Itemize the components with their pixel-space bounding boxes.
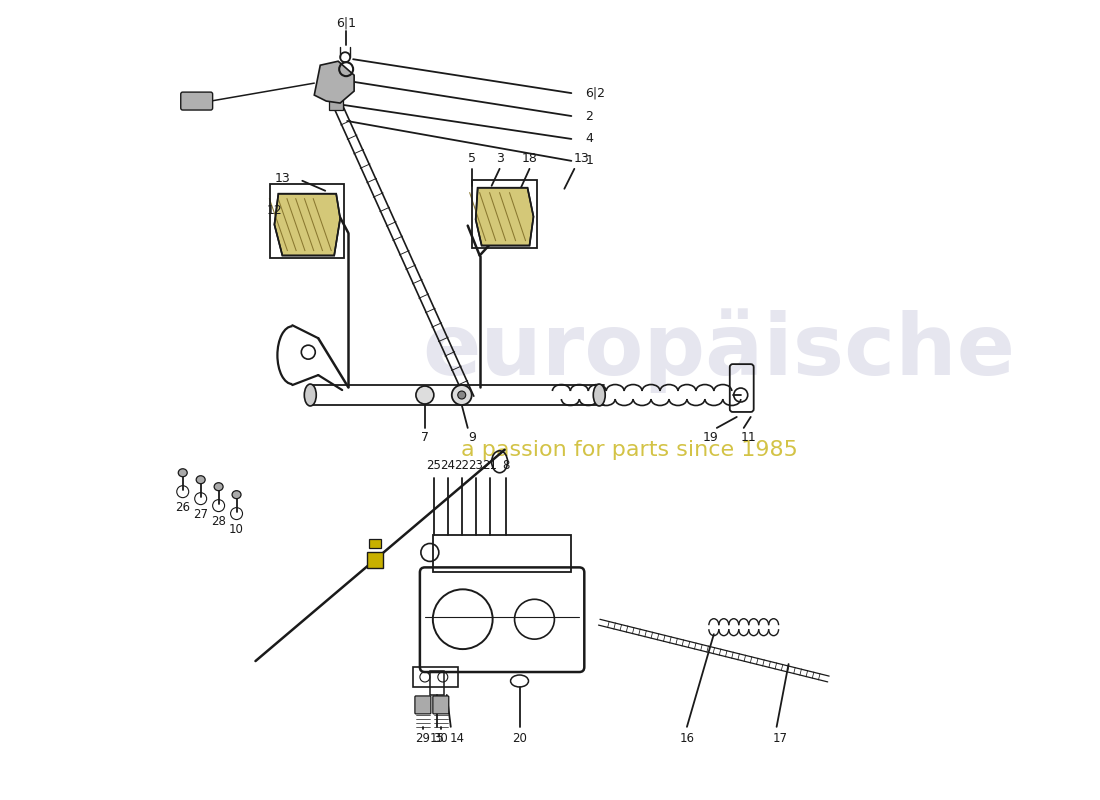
Text: 14: 14 [449,732,464,746]
Bar [370,538,381,548]
Bar [432,534,571,572]
Text: 10: 10 [229,523,244,536]
Ellipse shape [593,384,605,406]
Text: 19: 19 [703,431,718,444]
Text: 12: 12 [266,204,283,217]
Text: 24: 24 [440,459,455,472]
FancyBboxPatch shape [180,92,212,110]
Ellipse shape [232,490,241,498]
Text: 23: 23 [469,459,483,472]
Text: 21: 21 [482,459,497,472]
Text: 17: 17 [773,732,788,746]
Ellipse shape [196,476,206,484]
Text: 5: 5 [468,152,475,166]
Text: 26: 26 [175,501,190,514]
Polygon shape [475,188,534,246]
Text: 15: 15 [429,732,444,746]
Text: 13: 13 [573,152,590,166]
Circle shape [416,386,433,404]
Circle shape [452,385,472,405]
Bar [430,671,443,695]
Text: 18: 18 [521,152,538,166]
Text: 6|2: 6|2 [585,86,605,99]
Text: 25: 25 [427,459,441,472]
Text: 20: 20 [513,732,527,746]
Ellipse shape [214,482,223,490]
Text: a passion for parts since 1985: a passion for parts since 1985 [461,440,798,460]
Text: 11: 11 [740,431,757,444]
Ellipse shape [305,384,317,406]
Text: 29: 29 [416,732,430,746]
Text: 7: 7 [421,431,429,444]
Polygon shape [274,194,340,255]
FancyBboxPatch shape [415,696,431,714]
Text: 3: 3 [496,152,504,166]
Text: 27: 27 [194,508,208,521]
Text: 13: 13 [275,172,290,186]
Text: 30: 30 [433,732,448,746]
Text: 2: 2 [585,110,593,122]
FancyBboxPatch shape [432,696,449,714]
Text: 4: 4 [585,133,593,146]
Polygon shape [315,62,354,103]
Circle shape [458,391,465,399]
Text: 16: 16 [680,732,694,746]
Text: 8: 8 [502,459,509,472]
Text: 1: 1 [585,154,593,167]
Text: 6|1: 6|1 [337,17,356,30]
Bar [329,100,343,110]
Bar [367,552,383,568]
Text: 9: 9 [468,431,475,444]
Text: 28: 28 [211,515,226,528]
Text: 22: 22 [454,459,470,472]
Text: europäische: europäische [422,308,1015,393]
Bar [412,667,458,687]
Ellipse shape [178,469,187,477]
